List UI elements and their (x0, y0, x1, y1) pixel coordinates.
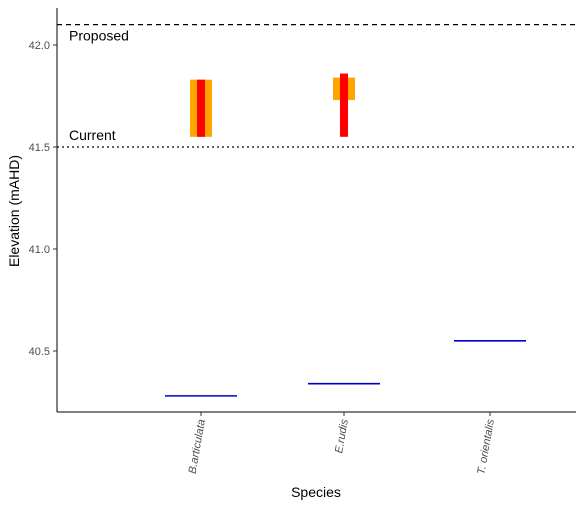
y-axis-title: Elevation (mAHD) (6, 155, 22, 267)
x-category-label: T. orientalis (475, 418, 497, 476)
y-ticks: 40.5 41.0 41.5 42.0 (29, 40, 57, 358)
red-range-bar (340, 74, 348, 137)
y-tick-label: 41.5 (29, 142, 50, 154)
reference-lines: Proposed Current (57, 25, 576, 147)
y-tick-label: 40.5 (29, 346, 50, 358)
x-ticks: B.articulata E.rudis T. orientalis (187, 412, 497, 476)
x-axis-title: Species (291, 484, 341, 500)
plot-area (165, 74, 526, 396)
x-category-label: B.articulata (187, 418, 208, 474)
y-tick-label: 42.0 (29, 40, 50, 52)
reference-line-label: Proposed (69, 28, 129, 44)
reference-line-label: Current (69, 127, 116, 143)
y-tick-label: 41.0 (29, 244, 50, 256)
red-range-bar (197, 80, 205, 137)
axes (57, 8, 576, 412)
x-category-label: E.rudis (333, 418, 351, 454)
